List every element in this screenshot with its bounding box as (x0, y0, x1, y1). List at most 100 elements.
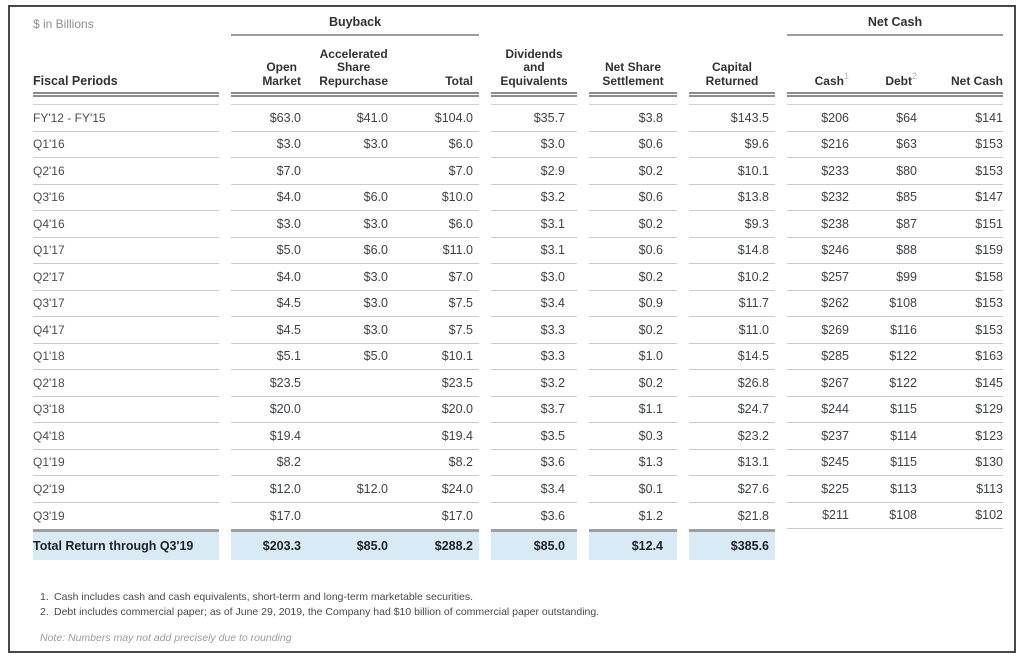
capital-returned-value: $26.8 (737, 375, 769, 390)
net-share-settlement-cell: $0.2 (589, 211, 677, 238)
net-share-settlement-cell: $1.0 (589, 344, 677, 370)
netcash-value: $158 (975, 269, 1003, 284)
net-share-settlement-value: $3.8 (638, 110, 663, 125)
netcash-value: $153 (975, 137, 1003, 152)
capital-returned-header-cell: Capital Returned (689, 15, 775, 97)
dividends-cell: $3.0 (491, 132, 577, 158)
debt-footnote-ref: 2 (911, 70, 917, 81)
capital-returned-header: Capital Returned (705, 60, 759, 88)
net-cash-group-cell: Net Cash Cash1 Debt2 Net Cash (787, 15, 1003, 97)
asr-value: $6.0 (363, 243, 388, 258)
buyback-cells: $4.5 $3.0 $7.5 (231, 291, 479, 317)
debt-value: $122 (889, 349, 917, 364)
open-market-value: $4.5 (276, 296, 301, 311)
dividends-cell: $3.4 (491, 291, 577, 317)
capital-returned-value: $11.7 (738, 296, 769, 311)
fiscal-period-cell: FY'12 - FY'15 (33, 105, 219, 132)
dividends-value: $3.2 (540, 375, 565, 390)
capital-returned-value: $21.8 (737, 508, 769, 523)
table-row: Q3'19 $17.0 $17.0 $3.6 $1.2 $21.8 $211 $… (33, 503, 1014, 529)
capital-returned-value: $385.6 (730, 539, 769, 553)
asr-value: $3.0 (363, 137, 388, 152)
buyback-total-value: $288.2 (434, 539, 473, 553)
dividends-value: $35.7 (533, 110, 565, 125)
netcash-cells: $211 $108 $102 (787, 503, 1003, 529)
table-row: Q2'19 $12.0 $12.0 $24.0 $3.4 $0.1 $27.6 … (33, 476, 1014, 503)
net-share-settlement-value: $0.6 (638, 190, 663, 205)
cash-value: $285 (821, 349, 849, 364)
buyback-cells: $23.5 $23.5 (231, 370, 479, 397)
net-share-settlement-cell: $0.2 (589, 158, 677, 185)
dividends-value: $3.2 (540, 190, 565, 205)
debt-header: Debt2 (885, 70, 917, 88)
netcash-value: $163 (975, 349, 1003, 364)
net-share-settlement-cell: $3.8 (589, 105, 677, 132)
cash-value: $262 (821, 296, 849, 311)
cash-value: $238 (821, 216, 849, 231)
capital-returned-cell: $26.8 (689, 370, 775, 397)
fiscal-period-cell: Q4'17 (33, 317, 219, 344)
open-market-value: $63.0 (269, 110, 301, 125)
cash-value: $257 (821, 269, 849, 284)
cash-value: $237 (821, 428, 849, 443)
net-share-settlement-cell: $0.2 (589, 264, 677, 291)
dividends-cell: $35.7 (491, 105, 577, 132)
net-share-settlement-cell: $0.3 (589, 423, 677, 450)
dividends-cell: $3.1 (491, 238, 577, 264)
fiscal-period-cell: Q1'19 (33, 450, 219, 476)
net-share-settlement-header-cell: Net Share Settlement (589, 15, 677, 97)
table-row: FY'12 - FY'15 $63.0 $41.0 $104.0 $35.7 $… (33, 105, 1014, 132)
table-row: Q1'16 $3.0 $3.0 $6.0 $3.0 $0.6 $9.6 $216… (33, 132, 1014, 158)
footnote-1-text: Cash includes cash and cash equivalents,… (54, 591, 474, 603)
capital-returned-value: $13.8 (737, 190, 769, 205)
net-share-settlement-value: $0.3 (638, 428, 663, 443)
capital-returned-value: $14.8 (737, 243, 769, 258)
debt-value: $115 (890, 402, 917, 417)
buyback-cells: $4.0 $3.0 $7.0 (231, 264, 479, 291)
net-share-settlement-value: $0.2 (638, 163, 663, 178)
cash-value: $216 (821, 137, 849, 152)
capital-returned-cell: $13.8 (689, 185, 775, 211)
table-body: FY'12 - FY'15 $63.0 $41.0 $104.0 $35.7 $… (33, 105, 1014, 560)
dividends-value: $3.1 (540, 216, 565, 231)
table-row: Q4'16 $3.0 $3.0 $6.0 $3.1 $0.2 $9.3 $238… (33, 211, 1014, 238)
dividends-value: $85.0 (533, 539, 565, 553)
dividends-value: $3.0 (540, 269, 565, 284)
buyback-cells: $3.0 $3.0 $6.0 (231, 211, 479, 238)
table-row: Q2'18 $23.5 $23.5 $3.2 $0.2 $26.8 $267 $… (33, 370, 1014, 397)
net-share-settlement-cell: $0.6 (589, 238, 677, 264)
netcash-cells: $257 $99 $158 (787, 264, 1003, 291)
net-share-settlement-value: $0.2 (638, 375, 663, 390)
net-share-settlement-header: Net Share Settlement (602, 60, 664, 88)
buyback-total-value: $6.0 (448, 137, 473, 152)
net-share-settlement-cell: $1.3 (589, 450, 677, 476)
dividends-value: $2.9 (540, 163, 565, 178)
debt-value: $80 (896, 163, 917, 178)
table-row: Q3'17 $4.5 $3.0 $7.5 $3.4 $0.9 $11.7 $26… (33, 291, 1014, 317)
net-share-settlement-value: $1.2 (638, 508, 663, 523)
open-market-value: $17.0 (269, 508, 301, 523)
asr-value: $3.0 (363, 296, 388, 311)
capital-returned-cell: $14.5 (689, 344, 775, 370)
debt-value: $63 (896, 137, 917, 152)
netcash-cells: $269 $116 $153 (787, 317, 1003, 344)
footnote-2: 2. Debt includes commercial paper; as of… (40, 605, 1014, 620)
dividends-cell: $3.7 (491, 397, 577, 423)
capital-returned-value: $9.3 (744, 216, 769, 231)
fiscal-period-cell: Q3'19 (33, 508, 65, 523)
fiscal-period-cell: Total Return through Q3'19 (33, 529, 219, 560)
asr-value: $6.0 (363, 190, 388, 205)
open-market-value: $8.2 (276, 455, 301, 470)
capital-returned-cell: $10.1 (689, 158, 775, 185)
fiscal-period-cell: Q2'16 (33, 158, 219, 185)
net-share-settlement-cell: $0.6 (589, 185, 677, 211)
buyback-cells: $5.0 $6.0 $11.0 (231, 238, 479, 264)
buyback-total-value: $11.0 (442, 243, 473, 258)
dividends-cell: $3.6 (491, 450, 577, 476)
buyback-total-value: $23.5 (441, 375, 473, 390)
cash-footnote-ref: 1 (843, 70, 849, 81)
buyback-group-header: Buyback (231, 15, 479, 36)
net-share-settlement-cell: $0.2 (589, 317, 677, 344)
net-cash-group-header: Net Cash (787, 15, 1003, 36)
buyback-cells: $8.2 $8.2 (231, 450, 479, 476)
